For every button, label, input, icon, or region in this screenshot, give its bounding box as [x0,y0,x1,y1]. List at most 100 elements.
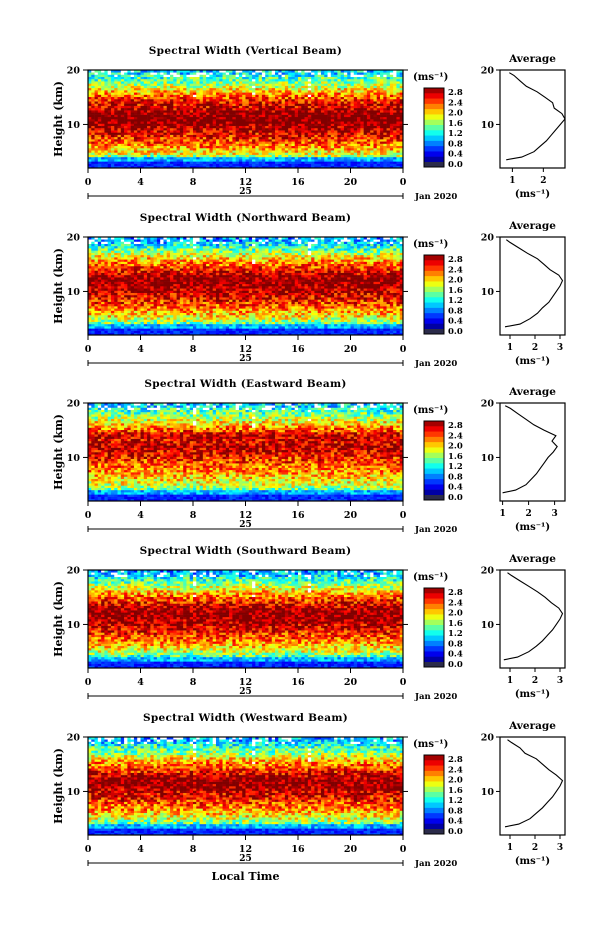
heatmap-cell [261,127,266,131]
heatmap-cell [88,154,92,158]
heatmap-cell [186,165,191,169]
heatmap-cell [232,130,236,133]
heatmap-cell [380,323,384,327]
heatmap-cell [209,70,213,73]
heatmap-cell [347,156,351,160]
heatmap-cell [357,132,361,135]
heatmap-cell [383,332,387,336]
heatmap-cell [324,147,328,151]
heatmap-cell [107,107,112,111]
heatmap-cell [360,94,364,98]
heatmap-cell [186,123,191,126]
heatmap-cell [212,101,217,104]
heatmap-cell [284,123,289,126]
heatmap-cell [166,83,171,86]
heatmap-cell [301,125,305,129]
heatmap-cell [97,90,102,93]
heatmap-cell [166,165,171,169]
heatmap-cell [281,161,286,164]
heatmap-cell [255,123,259,126]
heatmap-cell [215,74,220,77]
heatmap-cell [340,94,345,98]
heatmap-cell [366,163,371,167]
heatmap-cell [245,72,250,75]
heatmap-cell [343,150,348,153]
heatmap-cell [366,116,371,120]
heatmap-cell [350,159,355,162]
heatmap-cell [160,103,164,106]
heatmap-cell [399,74,404,77]
heatmap-cell [389,98,394,102]
heatmap-cell [91,156,95,160]
heatmap-cell [320,107,325,111]
heatmap-cell [232,323,236,327]
heatmap-cell [166,132,171,135]
heatmap-cell [245,147,250,151]
heatmap-cell [288,326,292,329]
heatmap-cell [189,119,194,122]
heatmap-cell [320,98,325,102]
heatmap-cell [91,87,95,91]
heatmap-cell [353,105,358,109]
heatmap-cell [357,145,361,149]
heatmap-cell [268,114,273,118]
heatmap-cell [307,134,312,138]
heatmap-cell [340,81,345,84]
heatmap-cell [140,141,145,144]
heatmap-cell [117,105,122,109]
heatmap-cell [275,150,279,153]
heatmap-cell [301,136,305,140]
heatmap-cell [347,326,351,329]
heatmap-cell [284,81,289,84]
heatmap-cell [199,94,204,98]
heatmap-cell [245,132,250,135]
heatmap-cell [252,132,256,135]
heatmap-cell [245,92,250,95]
heatmap-cell [156,161,161,164]
heatmap-cell [373,119,378,122]
heatmap-cell [117,132,122,135]
heatmap-cell [271,156,276,160]
heatmap-cell [393,98,397,102]
heatmap-cell [383,98,387,102]
heatmap-cell [291,83,296,86]
heatmap-cell [130,134,135,138]
heatmap-cell [271,92,276,95]
heatmap-cell [179,123,184,126]
heatmap-cell [150,90,154,93]
heatmap-cell [101,112,105,115]
heatmap-cell [360,103,364,106]
heatmap-cell [225,85,230,89]
heatmap-cell [307,330,312,334]
heatmap-cell [393,87,397,91]
heatmap-cell [317,163,322,167]
heatmap-cell [143,163,148,167]
heatmap-cell [163,92,168,95]
heatmap-cell [271,145,276,149]
heatmap-cell [307,83,312,86]
heatmap-cell [271,127,276,131]
heatmap-cell [327,110,332,113]
heatmap-cell [101,127,105,131]
heatmap-cell [127,94,131,98]
heatmap-cell [166,159,171,162]
heatmap-cell [140,87,145,91]
heatmap-cell [196,161,200,164]
heatmap-cell [88,112,92,115]
heatmap-cell [373,74,378,77]
heatmap-cell [88,70,92,73]
heatmap-cell [314,165,318,169]
heatmap-cell [91,70,95,73]
heatmap-cell [376,105,381,109]
heatmap-cell [104,121,108,124]
heatmap-cell [232,72,236,75]
heatmap-cell [317,87,322,91]
heatmap-cell [373,116,378,120]
heatmap-cell [360,101,364,104]
heatmap-cell [147,114,151,118]
heatmap-cell [275,161,279,164]
heatmap-cell [301,98,305,102]
heatmap-cell [101,78,105,82]
heatmap-cell [133,323,138,327]
heatmap-cell [206,107,210,111]
